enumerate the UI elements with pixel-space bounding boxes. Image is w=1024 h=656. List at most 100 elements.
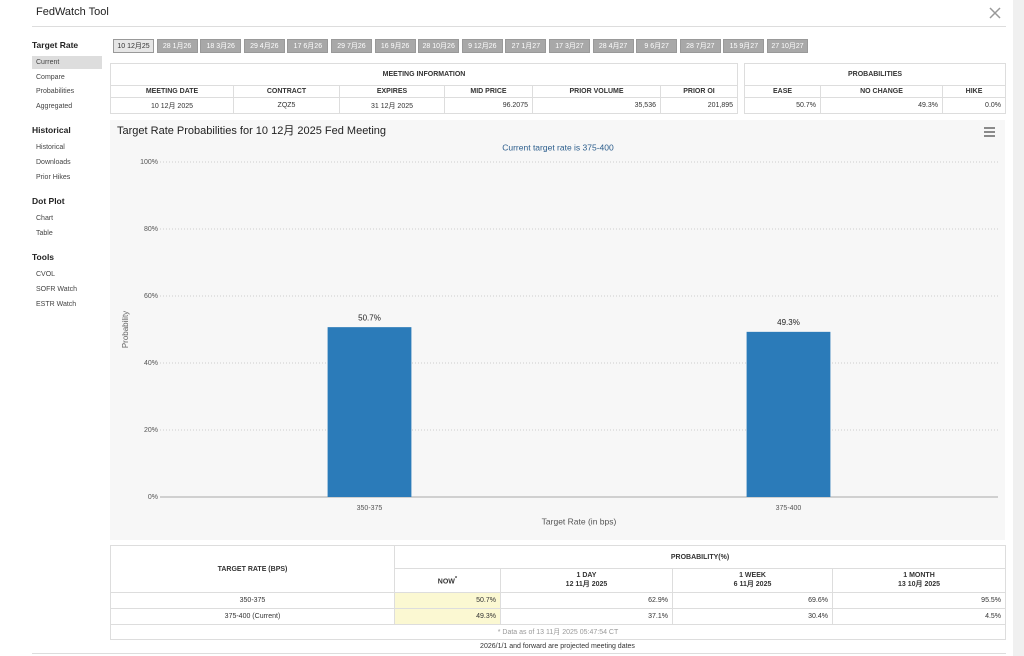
y-tick-label: 100% — [140, 159, 158, 166]
title-row: TARGET RATE (BPS) PROBABILITY(%) — [110, 545, 1007, 593]
y-tick-label: 40% — [144, 360, 158, 367]
sidebar-link[interactable]: SOFR Watch — [36, 286, 77, 293]
table-title: PROBABILITIES — [743, 63, 1007, 86]
cell: 31 12月 2025 — [339, 97, 445, 114]
column-header: MEETING DATE — [110, 85, 234, 98]
meeting-tab[interactable]: 10 12月25 — [113, 39, 154, 53]
x-tick-label: 350-375 — [357, 505, 383, 512]
cell: 4.5% — [831, 608, 1007, 625]
scrollbar[interactable] — [1013, 0, 1024, 656]
sidebar-link[interactable]: Probabilities — [36, 88, 75, 96]
y-axis-label: Probability — [121, 311, 130, 348]
close-button[interactable] — [986, 4, 1004, 22]
cell: ZQZ5 — [233, 97, 340, 114]
meeting-tab[interactable]: 27 10月27 — [767, 39, 808, 53]
data-label: 50.7% — [358, 313, 381, 322]
meeting-tab[interactable]: 29 4月26 — [243, 39, 285, 53]
sidebar-heading: Target Rate — [32, 40, 79, 50]
cell: 10 12月 2025 — [110, 97, 234, 114]
meeting-tab[interactable]: 28 10月26 — [418, 39, 460, 53]
cell: 69.6% — [672, 592, 833, 609]
meeting-info-table: MEETING INFORMATION MEETING DATE CONTRACT E… — [109, 63, 739, 114]
table-title: MEETING INFORMATION — [109, 63, 739, 86]
cell: 62.9% — [500, 592, 673, 609]
chart-panel: Target Rate Probabilities for 10 12月 202… — [110, 120, 1005, 540]
footnote-row: * Data as of 13 11月 2025 05:47:54 CT — [109, 624, 1007, 640]
title-row: PROBABILITIES — [743, 63, 1007, 86]
column-date: 12 11月 2025 — [565, 581, 608, 588]
meeting-tab[interactable]: 17 3月27 — [549, 39, 590, 53]
cell: 0.0% — [941, 97, 1007, 114]
footnote: * Data as of 13 11月 2025 05:47:54 CT — [109, 624, 1007, 640]
column-header: NOW* — [394, 568, 501, 593]
column-header: HIKE — [941, 85, 1007, 98]
chart-title: Target Rate Probabilities for 10 12月 202… — [117, 125, 386, 137]
meeting-tab[interactable]: 18 3月26 — [200, 39, 242, 53]
projection-note: 2026/1/1 and forward are projected meeti… — [480, 643, 635, 650]
cell: 37.1% — [500, 608, 673, 625]
meeting-tab[interactable]: 27 1月27 — [505, 39, 547, 53]
chart-menu[interactable] — [984, 127, 995, 137]
column-header: PRIOR OI — [659, 85, 739, 98]
column-label: NOW — [437, 578, 455, 586]
meeting-tab[interactable]: 28 4月27 — [592, 39, 634, 53]
meeting-tab[interactable]: 9 6月27 — [636, 39, 678, 53]
column-header: PRIOR VOLUME — [532, 85, 661, 98]
cell: 96.2075 — [444, 97, 533, 114]
meeting-tab[interactable]: 17 6月26 — [287, 39, 329, 53]
column-header: EXPIRES — [339, 85, 445, 98]
x-tick-label: 375-400 — [776, 505, 802, 512]
header-row: NOW* 1 DAY 12 11月 2025 1 WEEK 6 11月 2025 1 MO… — [111, 568, 1007, 593]
cell: 50.7% — [394, 592, 501, 609]
meeting-tab[interactable]: 28 7月27 — [679, 39, 721, 53]
meeting-tab[interactable]: 29 7月26 — [331, 39, 372, 53]
column-header: 1 DAY 12 11月 2025 — [500, 568, 673, 593]
sidebar-link[interactable]: Prior Hikes — [36, 173, 71, 181]
sidebar-link[interactable]: CVOL — [36, 271, 56, 279]
y-tick-label: 60% — [144, 293, 158, 300]
column-header: 1 MONTH 13 10月 2025 — [831, 568, 1007, 593]
x-axis-label: Target Rate (in bps) — [542, 516, 617, 526]
sidebar-link[interactable]: Current — [32, 56, 102, 69]
sidebar-link[interactable]: ESTR Watch — [36, 300, 77, 308]
app-title: FedWatch Tool — [36, 6, 109, 18]
sidebar-heading: Tools — [32, 252, 55, 263]
sidebar-link[interactable]: Downloads — [36, 159, 71, 166]
y-tick-label: 0% — [148, 494, 158, 501]
table-title: PROBABILITY(%) — [393, 545, 1007, 569]
sidebar-link[interactable]: Table — [36, 229, 53, 237]
column-label: 1 WEEK — [739, 572, 766, 579]
value-row: 10 12月 2025 ZQZ5 31 12月 2025 96.2075 35,536 2… — [110, 97, 739, 114]
sidebar-link[interactable]: Compare — [36, 73, 65, 81]
column-header: MID PRICE — [444, 85, 533, 98]
y-tick-label: 20% — [144, 427, 158, 434]
close-icon — [989, 7, 1001, 19]
column-date: 6 11月 2025 — [733, 581, 772, 588]
data-row: 350-375 50.7% 62.9% 69.6% 95.5% — [110, 592, 1007, 609]
sidebar-link[interactable]: Aggregated — [36, 102, 73, 110]
column-label: 1 DAY — [576, 572, 597, 579]
sidebar-link[interactable]: Chart — [36, 215, 54, 223]
meeting-tab[interactable]: 9 12月26 — [461, 39, 503, 53]
cell: 49.3% — [820, 97, 943, 114]
data-label: 49.3% — [777, 318, 800, 327]
column-header: 1 WEEK 6 11月 2025 — [672, 568, 833, 593]
column-header: EASE — [744, 85, 821, 98]
cell: 50.7% — [744, 97, 821, 114]
value-row: 50.7% 49.3% 0.0% — [744, 97, 1007, 114]
chart-subtitle: Current target rate is 375-400 — [502, 142, 614, 152]
title-row: MEETING INFORMATION — [109, 63, 739, 86]
y-tick-label: 80% — [144, 226, 158, 233]
meeting-tab[interactable]: 16 9月26 — [374, 39, 416, 53]
column-header: CONTRACT — [233, 85, 340, 98]
cell: 30.4% — [672, 608, 833, 625]
meeting-tab[interactable]: 28 1月26 — [156, 39, 198, 53]
sidebar-link[interactable]: Historical — [36, 144, 65, 152]
column-label: 1 MONTH — [903, 572, 935, 579]
header-row: EASE NO CHANGE HIKE — [744, 85, 1007, 98]
probability-table: TARGET RATE (BPS) PROBABILITY(%) NOW* 1 DAY… — [109, 545, 1007, 640]
meeting-tab[interactable]: 15 9月27 — [723, 39, 765, 53]
sidebar-heading: Historical — [32, 125, 71, 136]
header-row: MEETING DATE CONTRACT EXPIRES MID PRICE PRIO… — [110, 85, 739, 98]
